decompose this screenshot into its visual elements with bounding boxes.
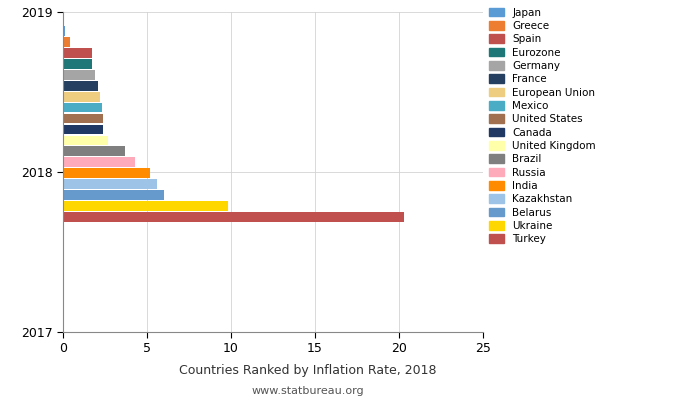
Legend: Japan, Greece, Spain, Eurozone, Germany, France, European Union, Mexico, United : Japan, Greece, Spain, Eurozone, Germany,… bbox=[487, 6, 598, 246]
Bar bbox=[63, 37, 70, 47]
Bar bbox=[63, 48, 92, 58]
Bar bbox=[63, 146, 125, 156]
Bar bbox=[63, 179, 157, 189]
Bar bbox=[63, 212, 404, 222]
Bar bbox=[63, 103, 102, 112]
Bar bbox=[63, 59, 92, 69]
Bar bbox=[63, 70, 95, 80]
Bar bbox=[63, 190, 164, 200]
Text: www.statbureau.org: www.statbureau.org bbox=[252, 386, 364, 396]
Bar bbox=[63, 81, 98, 90]
Bar bbox=[63, 125, 104, 134]
Bar bbox=[63, 168, 150, 178]
Text: Countries Ranked by Inflation Rate, 2018: Countries Ranked by Inflation Rate, 2018 bbox=[179, 364, 437, 377]
Bar bbox=[63, 201, 228, 211]
Bar bbox=[63, 136, 108, 145]
Bar bbox=[63, 114, 104, 123]
Bar bbox=[63, 26, 64, 36]
Bar bbox=[63, 92, 100, 102]
Bar bbox=[63, 158, 135, 167]
